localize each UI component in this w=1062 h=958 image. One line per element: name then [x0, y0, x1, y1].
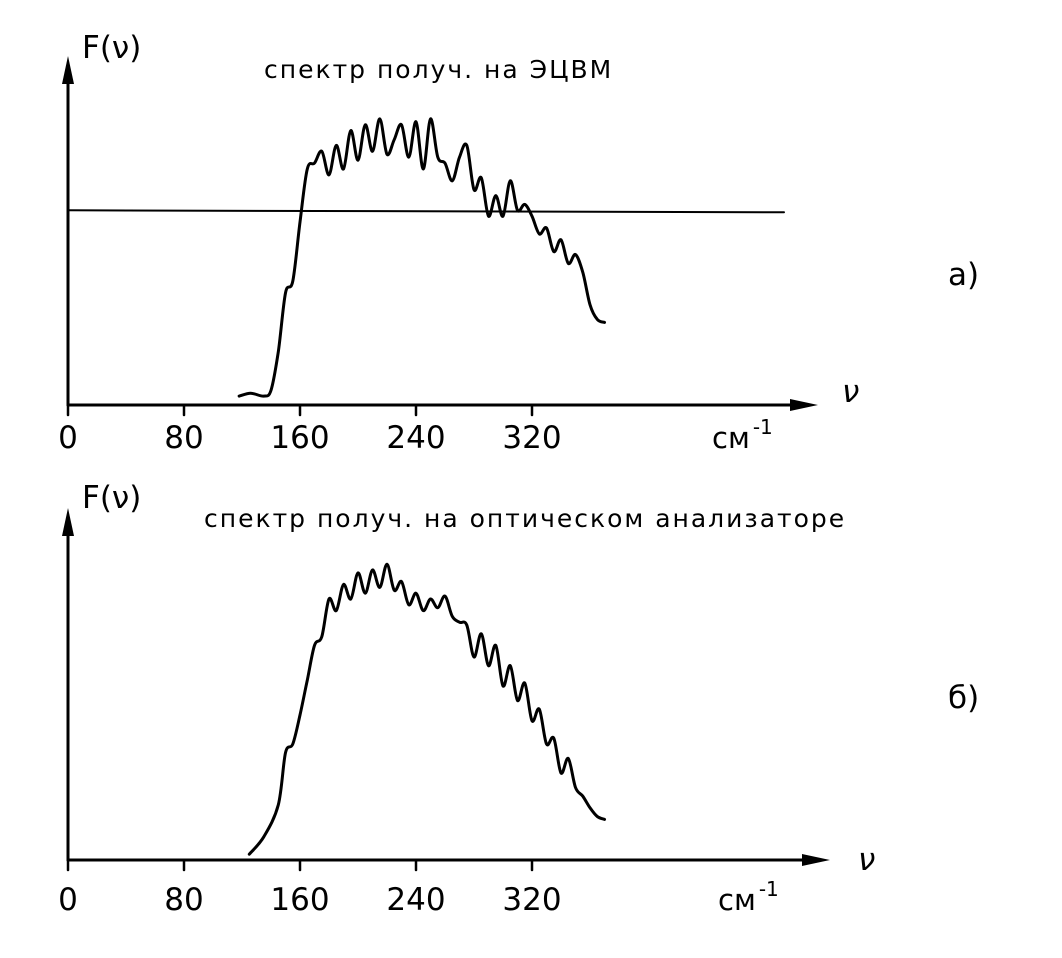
x-tick-marks [66, 858, 534, 872]
x-tick-label: 160 [270, 420, 329, 456]
x-axis-unit-exponent: -1 [759, 877, 779, 901]
y-axis-arrow [62, 56, 74, 84]
x-axis-arrow [802, 854, 830, 866]
x-tick-label: 160 [270, 882, 329, 918]
x-tick-label: 0 [58, 420, 78, 456]
x-axis-unit-exponent: -1 [753, 415, 773, 439]
x-tick-label: 240 [386, 420, 445, 456]
spectrum-curve-b [247, 562, 606, 856]
x-tick-marks [66, 403, 534, 417]
chart-panel-b: 0 80 160 240 320 F(ν) спектр получ. на оптич… [58, 480, 979, 918]
spectrum-curve-a [237, 117, 606, 398]
chart-title-a: спектр получ. на ЭЦВМ [264, 55, 613, 84]
x-tick-label: 80 [164, 882, 203, 918]
reference-line [67, 209, 785, 214]
x-axis-label: ν [842, 374, 859, 410]
y-axis-label: F(ν) [82, 480, 141, 516]
x-axis-unit-base: см [718, 883, 756, 917]
x-tick-label: 320 [502, 882, 561, 918]
x-tick-labels: 0 80 160 240 320 [58, 882, 561, 918]
chart-panel-a: 0 80 160 240 320 F(ν) спектр получ. на ЭЦВМ … [58, 30, 979, 456]
x-axis-arrow [790, 399, 818, 411]
x-tick-labels: 0 80 160 240 320 [58, 420, 561, 456]
y-axis-label: F(ν) [82, 30, 141, 66]
x-axis-unit-base: см [712, 421, 750, 455]
x-axis-unit: см -1 [712, 415, 773, 455]
x-tick-label: 80 [164, 420, 203, 456]
x-axis-label: ν [858, 842, 875, 878]
y-axis-arrow [62, 508, 74, 536]
x-axis-unit: см -1 [718, 877, 779, 917]
x-tick-label: 320 [502, 420, 561, 456]
x-tick-label: 0 [58, 882, 78, 918]
chart-title-b: спектр получ. на оптическом анализаторе [204, 504, 846, 533]
panel-label-a: а) [948, 257, 979, 293]
panel-label-b: б) [948, 680, 979, 716]
x-tick-label: 240 [386, 882, 445, 918]
